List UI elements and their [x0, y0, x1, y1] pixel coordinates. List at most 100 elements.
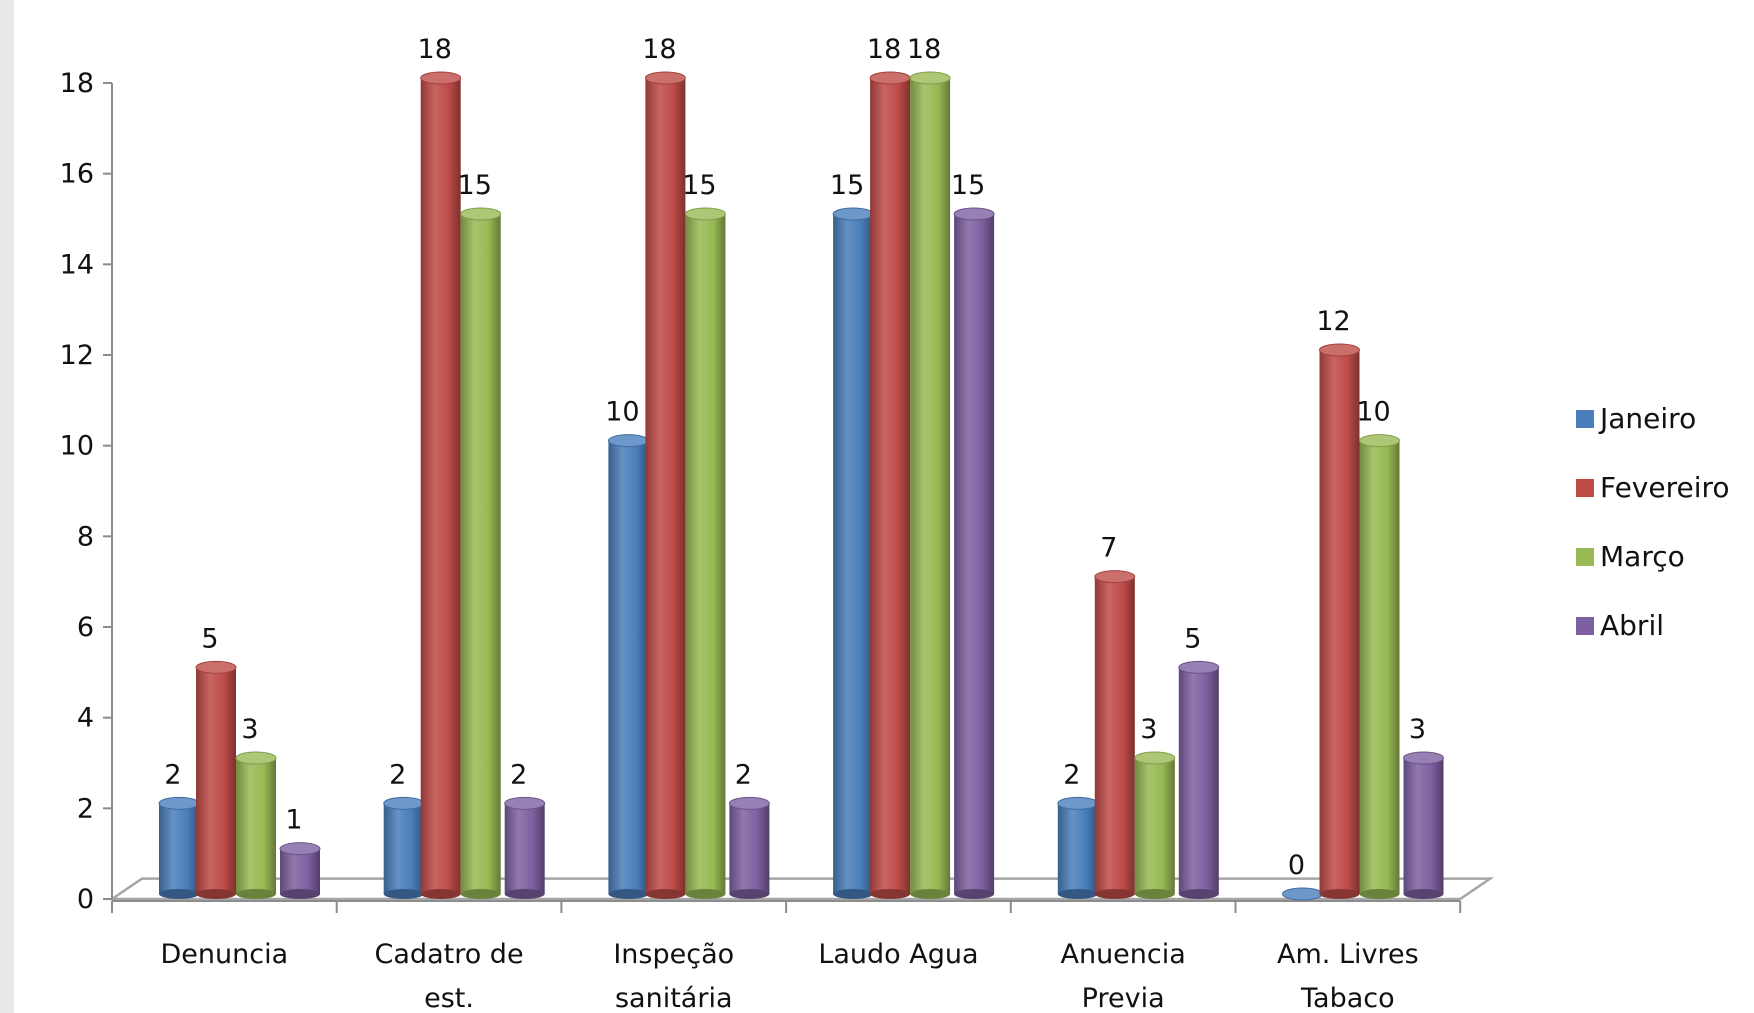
bar-body [910, 78, 951, 894]
bar-base [1319, 889, 1360, 899]
bar-top [383, 796, 425, 810]
bar-base [645, 889, 686, 899]
bar-top [1178, 660, 1220, 674]
bar-body [236, 758, 276, 894]
bar-março [684, 207, 726, 899]
bar-janeiro [383, 796, 425, 899]
legend: Janeiro Fevereiro Março Abril [1576, 402, 1730, 642]
bar-janeiro [158, 796, 200, 899]
data-label: 18 [642, 34, 676, 65]
bar-base [833, 889, 874, 899]
bar-abril [504, 796, 546, 899]
bar-fevereiro [195, 660, 237, 899]
bar-body [1057, 803, 1098, 894]
bar-base [236, 889, 276, 899]
bar-janeiro [607, 434, 649, 899]
bar-janeiro [1282, 887, 1323, 901]
bar-base [954, 889, 995, 899]
bar-body [1359, 440, 1400, 894]
bar-base [504, 889, 545, 899]
y-tick-label: 16 [60, 159, 94, 190]
bar-top [644, 71, 686, 85]
category-label: Anuencia [1060, 939, 1185, 970]
bar-top [279, 842, 321, 856]
legend-item-março: Março [1576, 540, 1685, 573]
bar-top [504, 796, 546, 810]
data-label: 10 [605, 397, 639, 428]
y-tick-label: 6 [77, 612, 94, 643]
bar-março [460, 207, 502, 899]
data-label: 15 [682, 170, 716, 201]
bar-fevereiro [1094, 570, 1136, 899]
data-label: 2 [389, 759, 406, 790]
bar-body [833, 214, 874, 894]
data-label: 18 [907, 34, 941, 65]
bar-top [684, 207, 726, 221]
bar-top [1319, 343, 1360, 357]
bar-base [870, 889, 911, 899]
bar-base [608, 889, 649, 899]
bar-top [1403, 751, 1444, 765]
y-tick-label: 18 [60, 68, 94, 99]
bar-fevereiro [420, 71, 462, 899]
data-label: 3 [241, 714, 258, 745]
bar-body [1403, 758, 1444, 894]
bar-top [953, 207, 995, 221]
bar-body [383, 803, 424, 894]
legend-item-fevereiro: Fevereiro [1576, 471, 1730, 504]
data-label: 18 [418, 34, 452, 65]
legend-swatch [1576, 410, 1594, 428]
bar-base [280, 889, 320, 899]
bar-body [1134, 758, 1175, 894]
bar-body [1178, 667, 1219, 894]
bar-base [1057, 889, 1098, 899]
bar-janeiro [1057, 796, 1099, 899]
bar-março [1359, 434, 1400, 899]
bar-body [685, 214, 726, 894]
bar-base [196, 889, 236, 899]
bar-top [1359, 434, 1400, 448]
legend-item-abril: Abril [1576, 609, 1664, 642]
bar-março [235, 751, 277, 899]
bar-abril [1403, 751, 1444, 899]
bars [158, 71, 1444, 901]
y-tick-label: 8 [77, 521, 94, 552]
category-label: Am. Livres [1277, 939, 1419, 970]
bar-fevereiro [1319, 343, 1360, 899]
bar-abril [953, 207, 995, 899]
bar-top [607, 434, 649, 448]
data-label: 3 [1140, 714, 1157, 745]
category-label: Tabaco [1300, 983, 1395, 1013]
bar-top [832, 207, 874, 221]
data-label: 3 [1409, 714, 1426, 745]
category-label: Denuncia [161, 939, 289, 970]
data-label: 2 [735, 759, 752, 790]
category-label: sanitária [615, 983, 733, 1013]
data-label: 15 [951, 170, 985, 201]
bar-base [1134, 889, 1175, 899]
data-label: 15 [458, 170, 492, 201]
data-label: 15 [830, 170, 864, 201]
bar-body [729, 803, 770, 894]
y-tick-label: 12 [60, 340, 94, 371]
bar-top [1282, 887, 1323, 901]
legend-swatch [1576, 617, 1594, 635]
bar-março [909, 71, 951, 899]
data-label: 5 [201, 623, 218, 654]
bar-abril [279, 842, 321, 899]
legend-swatch [1576, 479, 1594, 497]
bar-abril [1178, 660, 1220, 899]
bar-janeiro [832, 207, 874, 899]
category-label: Inspeção [613, 939, 734, 970]
legend-label: Março [1600, 540, 1685, 573]
bar-base [420, 889, 461, 899]
bar-março [1134, 751, 1176, 899]
bar-base [729, 889, 770, 899]
data-label: 18 [867, 34, 901, 65]
legend-swatch [1576, 548, 1594, 566]
category-label: Cadatro de [375, 939, 524, 970]
data-label: 5 [1184, 623, 1201, 654]
legend-item-janeiro: Janeiro [1576, 402, 1696, 435]
bar-top [869, 71, 911, 85]
